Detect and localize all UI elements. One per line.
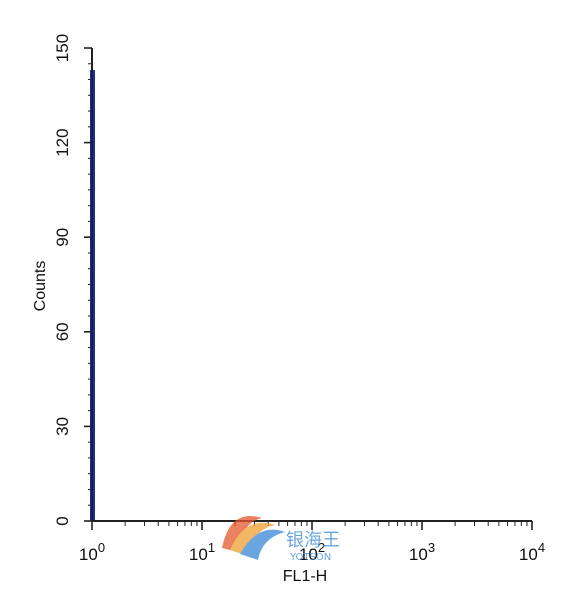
watermark-swirl-icon-3 xyxy=(240,529,285,560)
x-axis-ticks: 100 101 102 103 104 xyxy=(79,521,545,564)
y-tick-label: 90 xyxy=(53,228,72,247)
y-tick-label: 30 xyxy=(53,417,72,436)
x-tick-label: 100 xyxy=(79,540,105,564)
y-tick-label: 150 xyxy=(53,34,72,62)
axes-layer: 0 30 60 90 120 150 100 101 102 103 104 xyxy=(53,34,545,564)
y-tick-label: 120 xyxy=(53,128,72,156)
watermark-en-text: YOTSON xyxy=(289,552,331,563)
x-tick-label: 102 xyxy=(299,540,325,564)
y-tick-label: 0 xyxy=(53,516,72,525)
y-axis-ticks: 0 30 60 90 120 150 xyxy=(53,34,92,526)
watermark-logo: 银海王 YOTSON xyxy=(222,516,340,563)
x-axis-title: FL1-H xyxy=(283,568,327,585)
x-tick-label: 104 xyxy=(519,540,545,564)
y-tick-label: 60 xyxy=(53,322,72,341)
y-axis-title: Counts xyxy=(32,261,49,312)
x-tick-label: 103 xyxy=(409,540,435,564)
x-tick-label: 101 xyxy=(189,540,215,564)
watermark-cn-text: 银海王 xyxy=(286,530,340,551)
